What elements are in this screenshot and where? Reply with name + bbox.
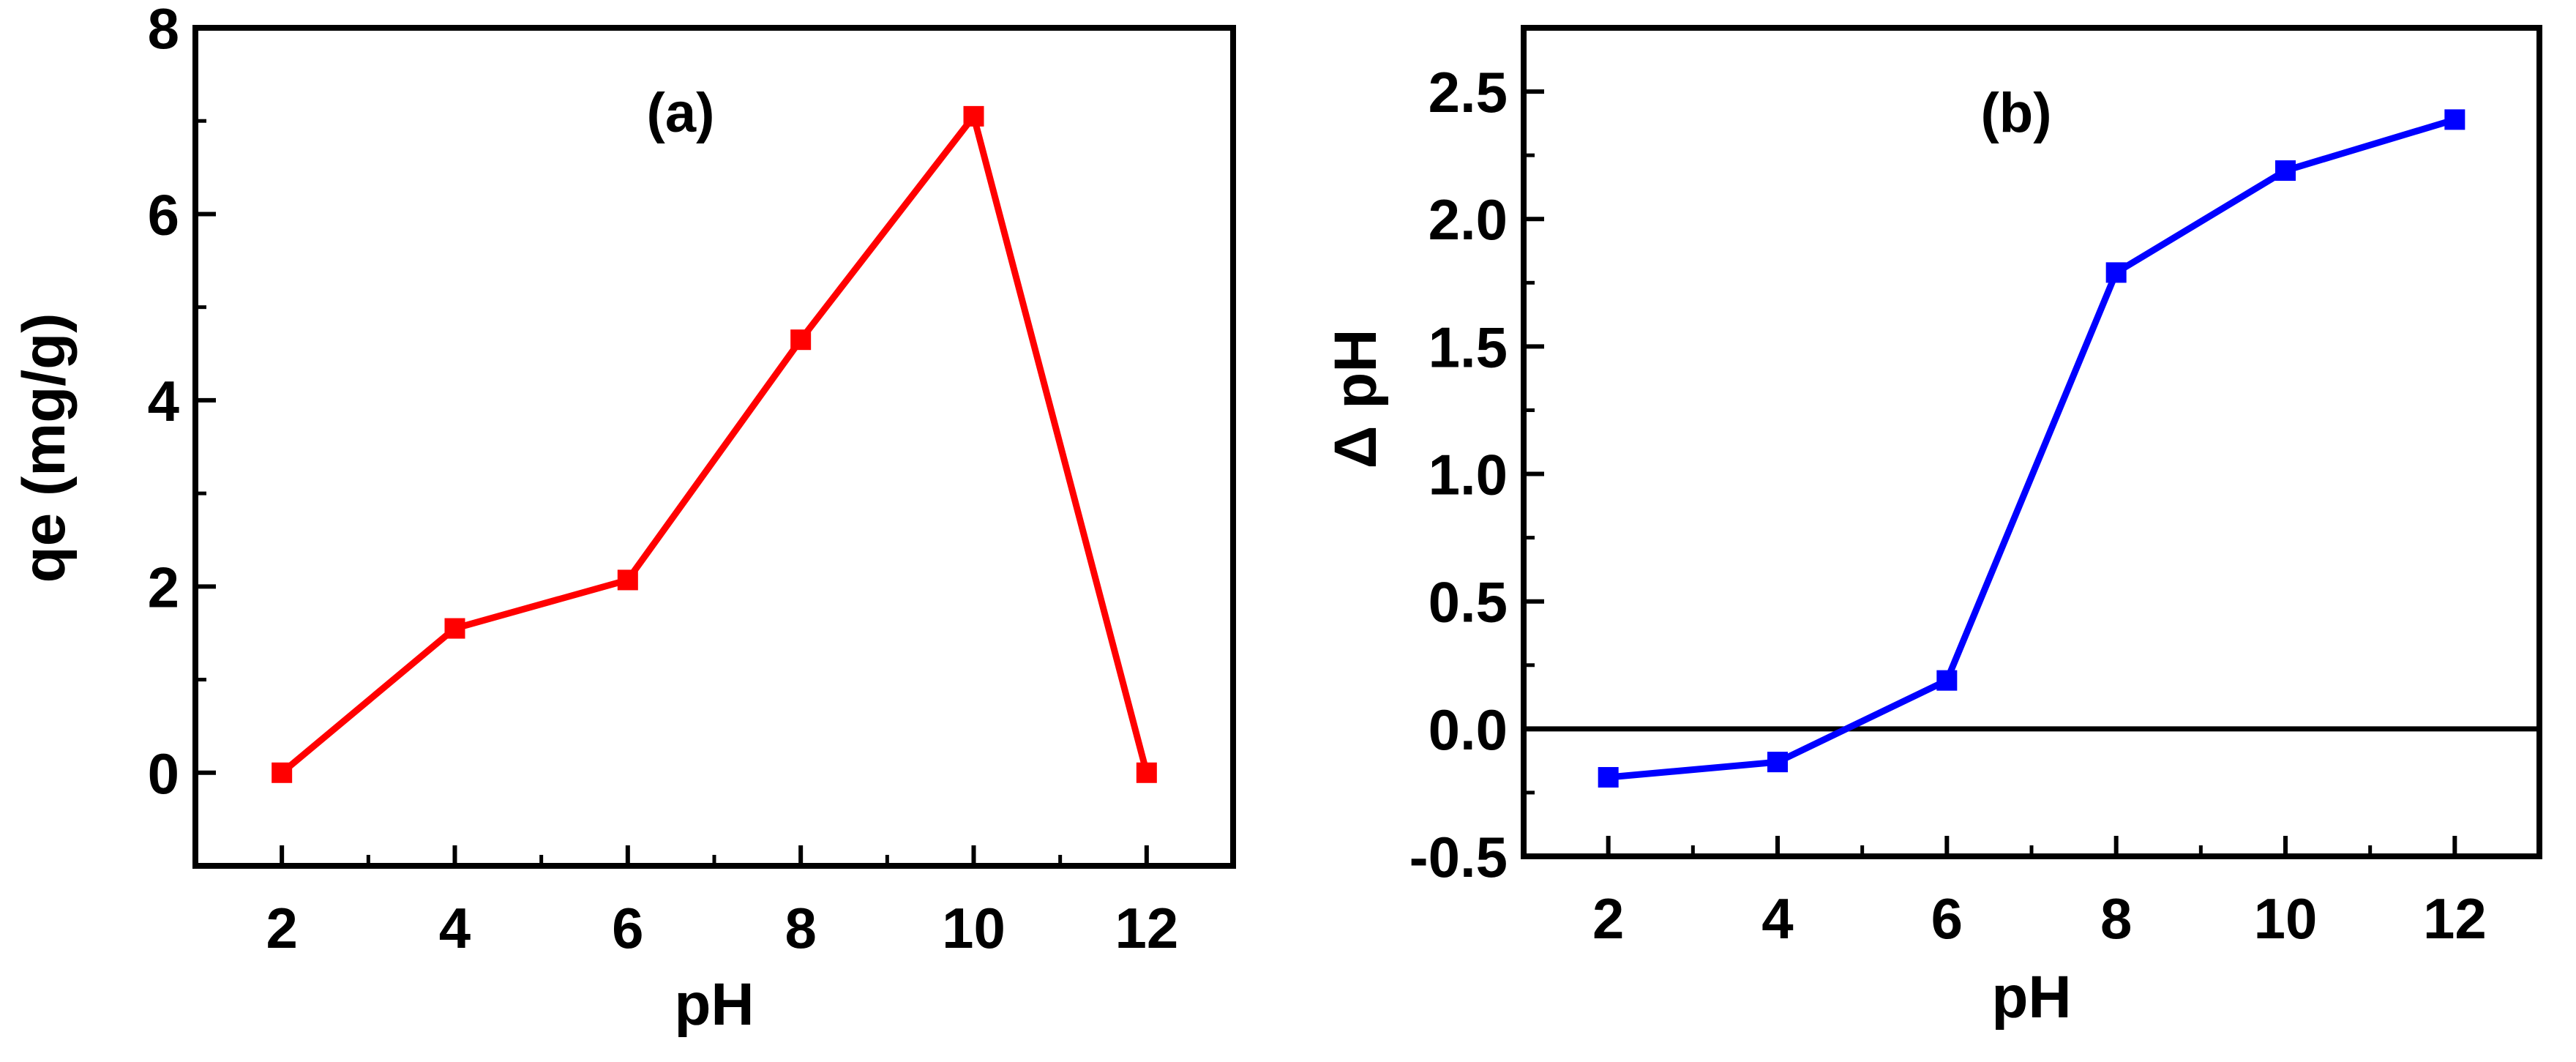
- plot-frame-a: [192, 25, 1236, 869]
- x-tick-label-b: 10: [2254, 886, 2318, 951]
- y-tick-label-a: 2: [148, 555, 179, 619]
- data-point-b: [1936, 670, 1958, 691]
- x-tick-label-b: 8: [2100, 886, 2132, 951]
- y-tick-label-b: 2.5: [1429, 60, 1508, 124]
- x-axis-title-b: pH: [1991, 964, 2071, 1031]
- data-point-a: [963, 105, 984, 127]
- data-point-a: [272, 762, 293, 783]
- x-tick-label-a: 2: [266, 896, 297, 960]
- x-tick-label-b: 4: [1761, 886, 1793, 951]
- x-tick-label-b: 2: [1592, 886, 1624, 951]
- panel-label-a: (a): [647, 82, 715, 144]
- data-point-b: [1767, 752, 1788, 773]
- data-point-a: [1136, 762, 1157, 783]
- data-point-b: [2444, 109, 2465, 130]
- series-line-a: [280, 113, 1150, 776]
- chart-panel-a: 2 4 6 8 10 12 0 2 4 6 8 (a) pH qe (mg/g): [11, 0, 1236, 1038]
- y-tick-label-a: 0: [148, 741, 179, 806]
- x-tick-label-b: 6: [1931, 886, 1963, 951]
- y-tick-label-a: 6: [148, 182, 179, 247]
- x-tick-label-a: 12: [1115, 896, 1178, 960]
- y-tick-label-b: -0.5: [1409, 825, 1508, 889]
- data-point-b: [1598, 767, 1619, 788]
- y-tick-label-b: 1.5: [1429, 315, 1508, 379]
- series-line-b: [1608, 116, 2456, 781]
- data-point-b: [2105, 262, 2127, 283]
- y-axis-title-b: Δ pH: [1322, 329, 1389, 468]
- data-point-a: [790, 329, 812, 351]
- data-point-b: [2275, 160, 2296, 182]
- x-axis-title-a: pH: [674, 971, 754, 1038]
- y-tick-label-b: 0.0: [1429, 698, 1508, 762]
- x-tick-label-a: 6: [612, 896, 643, 960]
- x-tick-label-a: 8: [785, 896, 816, 960]
- plot-frame-b: [1521, 25, 2542, 859]
- panel-label-b: (b): [1980, 82, 2051, 144]
- y-tick-label-a: 8: [148, 0, 179, 61]
- y-tick-label-a: 4: [148, 369, 179, 433]
- chart-panel-b: 2 4 6 8 10 12 -0.5 0.0 0.5 1.0 1.5 2.0 2.5 (b) pH Δ pH: [1322, 25, 2542, 1031]
- data-point-a: [617, 569, 638, 591]
- x-tick-label-a: 4: [439, 896, 471, 960]
- y-tick-label-b: 2.0: [1429, 187, 1508, 252]
- x-tick-label-b: 12: [2423, 886, 2487, 951]
- y-axis-title-a: qe (mg/g): [11, 313, 78, 583]
- y-tick-label-b: 1.0: [1429, 443, 1508, 507]
- x-tick-label-a: 10: [942, 896, 1006, 960]
- data-point-a: [444, 618, 465, 639]
- y-tick-label-b: 0.5: [1429, 570, 1508, 635]
